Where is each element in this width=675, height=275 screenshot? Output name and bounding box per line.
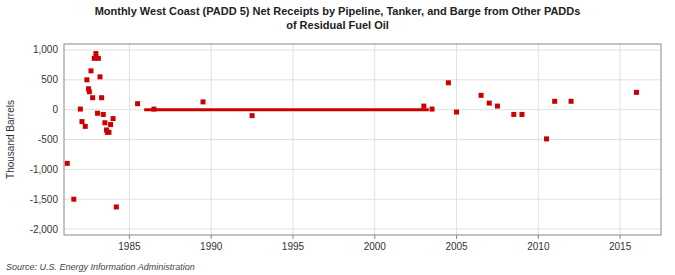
point <box>99 95 104 100</box>
x-tick <box>538 235 539 239</box>
y-axis: -2,000 -1,500 -1,000 -500 0 500 1,000 <box>30 44 59 234</box>
point <box>544 136 549 141</box>
marks <box>65 51 639 209</box>
x-axis: 1985 1990 1995 2000 2005 2010 2015 <box>118 235 631 252</box>
y-tick-label: -1,000 <box>30 164 59 175</box>
x-grid-line <box>456 44 457 235</box>
y-grid-line <box>64 229 661 230</box>
point <box>446 80 451 85</box>
grid <box>64 44 661 235</box>
point <box>65 161 70 166</box>
point <box>87 89 92 94</box>
x-tick <box>620 235 621 239</box>
y-axis-label: Thousand Barrels <box>5 100 16 179</box>
point <box>421 104 426 109</box>
plot-area <box>64 44 661 235</box>
x-tick-label: 2010 <box>527 241 550 252</box>
point <box>97 74 102 79</box>
source: Source: U.S. Energy Information Administ… <box>6 262 195 272</box>
point <box>90 95 95 100</box>
point <box>101 112 106 117</box>
point <box>569 99 574 104</box>
point <box>201 99 206 104</box>
y-tick-label: -2,000 <box>30 224 59 235</box>
chart: -2,000-1,500-1,000-50005001,000198519901… <box>0 0 675 275</box>
x-tick-label: 1995 <box>282 241 305 252</box>
x-tick <box>211 235 212 239</box>
point <box>479 93 484 98</box>
y-grid-line <box>64 49 661 50</box>
x-grid-line <box>292 44 293 235</box>
x-tick <box>374 235 375 239</box>
scatter-series <box>65 51 639 209</box>
y-grid-line <box>64 109 661 110</box>
x-tick-label: 2005 <box>445 241 468 252</box>
point <box>93 51 98 56</box>
y-grid-line <box>64 79 661 80</box>
x-tick <box>456 235 457 239</box>
title: Monthly West Coast (PADD 5) Net Receipts… <box>95 5 581 31</box>
point <box>519 112 524 117</box>
point <box>84 77 89 82</box>
y-tick-label: 1,000 <box>33 44 58 55</box>
point <box>250 113 255 118</box>
point <box>88 68 93 73</box>
point <box>495 104 500 109</box>
point <box>83 124 88 129</box>
point <box>552 99 557 104</box>
point <box>108 122 113 127</box>
point <box>79 119 84 124</box>
x-tick <box>292 235 293 239</box>
point <box>111 116 116 121</box>
x-grid-line <box>620 44 621 235</box>
point <box>78 107 83 112</box>
y-grid-line <box>64 199 661 200</box>
x-grid-line <box>538 44 539 235</box>
point <box>71 197 76 202</box>
x-grid-line <box>211 44 212 235</box>
x-tick-label: 1985 <box>118 241 141 252</box>
x-grid-line <box>129 44 130 235</box>
plot-frame <box>64 44 661 235</box>
title-line: of Residual Fuel Oil <box>286 19 389 31</box>
x-tick-label: 2000 <box>364 241 387 252</box>
x-tick-label: 2015 <box>609 241 632 252</box>
point <box>487 101 492 106</box>
x-grid-line <box>374 44 375 235</box>
point <box>95 111 100 116</box>
point <box>96 56 101 61</box>
title-line: Monthly West Coast (PADD 5) Net Receipts… <box>95 5 581 17</box>
point <box>106 130 111 135</box>
point <box>135 101 140 106</box>
point <box>511 112 516 117</box>
y-tick-label: 500 <box>41 74 58 85</box>
point <box>454 110 459 115</box>
point <box>114 204 119 209</box>
x-tick <box>129 235 130 239</box>
point <box>634 90 639 95</box>
point <box>102 120 107 125</box>
x-tick-label: 1990 <box>200 241 223 252</box>
y-tick-label: 0 <box>52 104 58 115</box>
line <box>144 108 429 111</box>
y-grid-line <box>64 169 661 170</box>
y-tick-label: -500 <box>38 134 58 145</box>
y-grid-line <box>64 139 661 140</box>
point <box>430 107 435 112</box>
y-tick-label: -1,500 <box>30 194 59 205</box>
